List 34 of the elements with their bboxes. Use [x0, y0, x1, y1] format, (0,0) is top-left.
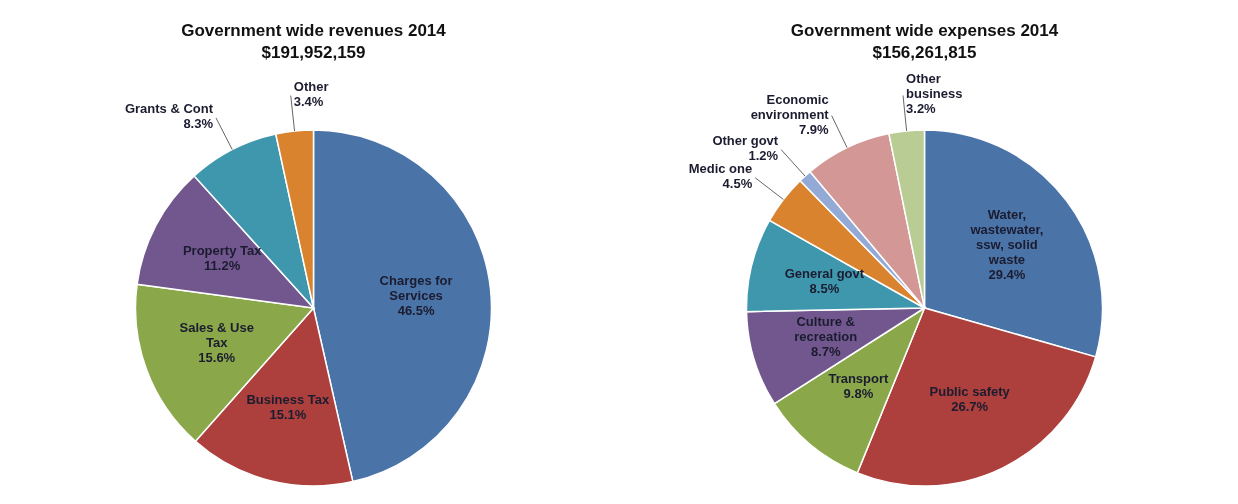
slice-label: Medic one	[688, 161, 753, 177]
chart-subtitle: $156,261,815	[872, 43, 977, 62]
data-label: 29.4%	[988, 267, 1026, 283]
data-label: 8.3%	[183, 116, 214, 132]
slice-label: Sales & Use Tax	[179, 320, 254, 351]
slice-label: Grants & Cont	[124, 101, 214, 117]
data-label: 1.2%	[748, 148, 779, 164]
slice-label: Public safety	[929, 384, 1011, 400]
data-label: 8.7%	[810, 344, 841, 360]
slice-label: Culture & recreation	[794, 314, 858, 345]
data-label: 9.8%	[843, 386, 874, 402]
data-label: 26.7%	[951, 399, 989, 415]
chart-title: Government wide revenues 2014	[181, 21, 447, 40]
data-label: 3.2%	[906, 101, 937, 117]
slice-label: Other govt	[712, 133, 779, 149]
chart-subtitle: $191,952,159	[261, 43, 366, 62]
slice-label: Charges for Services	[379, 272, 453, 303]
data-label: 7.9%	[799, 122, 830, 138]
slice-label: Transport	[828, 371, 890, 387]
data-label: 8.5%	[809, 281, 840, 297]
data-label: 4.5%	[722, 176, 753, 192]
slice-label: General govt	[784, 266, 865, 282]
slice-label: Water, wastewater, ssw, solid waste	[969, 207, 1044, 268]
slice-label: Other	[293, 79, 329, 95]
slice-label: Business Tax	[246, 391, 331, 407]
chart-title: Government wide expenses 2014	[790, 21, 1059, 40]
data-label: 11.2%	[204, 258, 241, 274]
data-label: 3.4%	[293, 94, 324, 110]
data-label: 15.1%	[269, 406, 307, 422]
slice-label: Property Tax	[182, 243, 263, 259]
data-label: 15.6%	[198, 350, 236, 366]
data-label: 46.5%	[397, 302, 435, 318]
slice-label: Economic environment	[750, 92, 830, 123]
slice-label: Other business	[906, 71, 963, 102]
